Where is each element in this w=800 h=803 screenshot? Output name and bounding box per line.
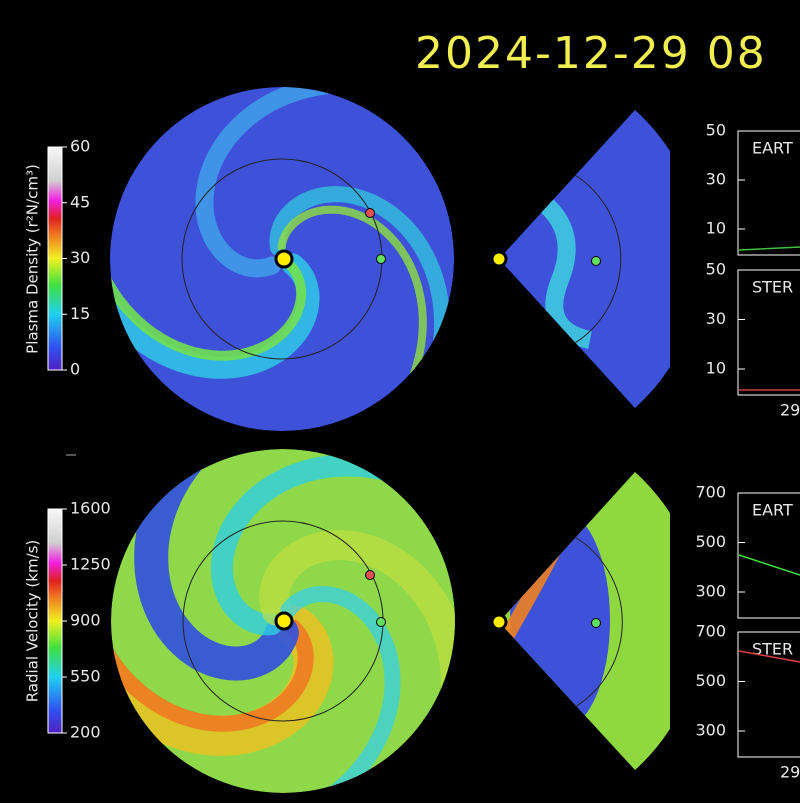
velocity-disk — [111, 449, 455, 793]
colorbar-tick-label: 15 — [70, 304, 90, 323]
bodies — [274, 208, 601, 631]
swirl — [144, 585, 401, 793]
series-line — [738, 246, 800, 251]
panel-frame — [737, 492, 800, 619]
x-tick-label: 29 — [780, 763, 800, 782]
y-tick-label: 500 — [695, 532, 726, 551]
colorbar-tick-label: 900 — [70, 611, 101, 630]
swirl — [110, 87, 307, 361]
y-tick-label: 300 — [695, 721, 726, 740]
y-tick-label: 30 — [706, 309, 726, 328]
panel-label: EART — [752, 139, 793, 158]
colorbar-tick-label: 1250 — [70, 555, 111, 574]
colorbar — [47, 146, 63, 371]
panel-label: STER — [752, 640, 793, 659]
density-disk — [110, 87, 454, 431]
colorbar-tick-label: 60 — [70, 137, 90, 156]
density-wedge — [499, 110, 670, 408]
velocity-wedge — [499, 472, 670, 770]
series-line — [738, 554, 800, 576]
y-tick-label: 50 — [706, 260, 726, 279]
colorbar-tick-label: 1600 — [70, 499, 111, 518]
title: 2024-12-29 08 — [415, 28, 767, 79]
y-tick-label: 700 — [695, 483, 726, 502]
panel-frame — [737, 269, 800, 396]
colorbar-tick-label: 200 — [70, 723, 101, 742]
colorbar-tick-label: 45 — [70, 192, 90, 211]
y-tick-label: 300 — [695, 582, 726, 601]
panel-frame — [737, 130, 800, 256]
swirl — [111, 460, 314, 732]
x-tick-label: 29 — [780, 401, 800, 420]
colorbar-tick-label: 550 — [70, 667, 101, 686]
y-tick-label: 50 — [706, 121, 726, 140]
colorbar — [47, 508, 63, 734]
swirl — [260, 205, 427, 431]
colorbar-label: Plasma Density (r²N/cm³) — [24, 164, 42, 354]
y-tick-label: 30 — [706, 170, 726, 189]
swirl — [134, 449, 352, 681]
y-tick-label: 700 — [695, 622, 726, 641]
colorbar-label: Radial Velocity (km/s) — [24, 540, 42, 703]
colorbar-tick-label: 0 — [70, 360, 80, 379]
panel-frame — [737, 631, 800, 758]
y-tick-label: 10 — [706, 219, 726, 238]
swirl — [110, 115, 320, 379]
series-line — [738, 650, 800, 663]
y-tick-label: 500 — [695, 671, 726, 690]
swirl — [534, 192, 593, 349]
panel-label: STER — [752, 278, 793, 297]
colorbar-tick-label: 30 — [70, 248, 90, 267]
y-tick-label: 10 — [706, 359, 726, 378]
panel-label: EART — [752, 501, 793, 520]
